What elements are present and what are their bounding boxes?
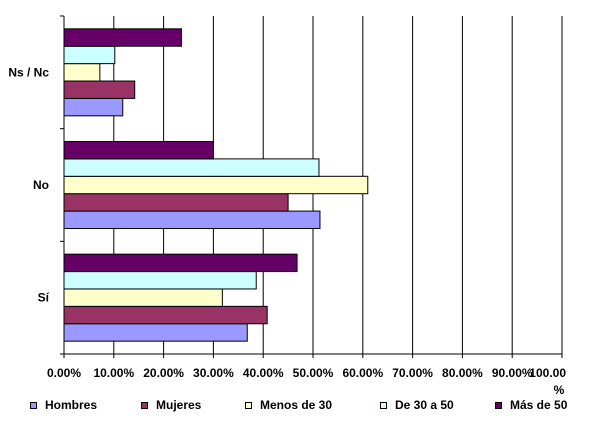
bar-menos-de-30-2 <box>63 63 101 82</box>
legend-label: Hombres <box>45 398 98 412</box>
legend-item: Mujeres <box>141 397 201 413</box>
legend-swatch <box>141 401 148 409</box>
axes <box>60 15 563 358</box>
bar-menos-de-30-1 <box>63 175 369 195</box>
category-label: No <box>33 178 49 192</box>
x-tick-label: 30.00% <box>193 366 234 380</box>
x-tick-label: 20.00% <box>143 366 184 380</box>
x-tick-label: 60.00% <box>342 366 383 380</box>
x-tick-label: 0.00% <box>47 366 81 380</box>
legend: Hombres Mujeres Menos de 30 De 30 a 50 Más d… <box>0 397 593 417</box>
bar-hombres-2 <box>63 97 124 117</box>
legend-item: Más de 50 <box>495 397 567 413</box>
bar-mujeres-2 <box>63 80 136 99</box>
legend-swatch <box>380 401 387 409</box>
x-axis-label: % <box>554 383 565 397</box>
x-tick-label: 40.00% <box>243 366 284 380</box>
category-label: Ns / Nc <box>8 65 49 79</box>
legend-item: Menos de 30 <box>245 397 332 413</box>
bar-hombres-0 <box>63 323 248 342</box>
bar-chart: 0.00% 10.00% 20.00% 30.00% 40.00% 50.00% 60.00… <box>8 15 566 397</box>
bar-m-s-de-50-1 <box>63 141 214 160</box>
x-tick-label: 70.00% <box>392 366 433 380</box>
legend-swatch <box>495 401 502 409</box>
bar-m-s-de-50-0 <box>63 253 298 273</box>
category-label: Sí <box>38 291 50 305</box>
x-tick-labels: 0.00% 10.00% 20.00% 30.00% 40.00% 50.00% 60.00… <box>47 366 566 380</box>
x-tick-label: 80.00% <box>442 366 483 380</box>
x-tick-label: 100.00 <box>529 366 566 380</box>
legend-swatch <box>245 401 252 409</box>
legend-label: Mujeres <box>156 398 202 412</box>
bar-mujeres-0 <box>63 305 268 325</box>
x-tick-label: 90.00% <box>492 366 533 380</box>
x-tick-label: 10.00% <box>93 366 134 380</box>
bar-m-s-de-50-2 <box>63 28 183 47</box>
bar-de-30-a-50-2 <box>63 45 116 65</box>
legend-label: Menos de 30 <box>260 398 333 412</box>
bar-menos-de-30-0 <box>63 288 223 307</box>
bar-de-30-a-50-0 <box>63 271 257 290</box>
category-labels: Sí No Ns / Nc <box>8 65 49 304</box>
bars <box>63 28 369 342</box>
legend-label: Más de 50 <box>510 398 568 412</box>
bar-hombres-1 <box>63 210 321 230</box>
bar-mujeres-1 <box>63 193 289 212</box>
legend-swatch <box>30 401 37 409</box>
legend-item: Hombres <box>30 397 97 413</box>
legend-item: De 30 a 50 <box>380 397 454 413</box>
x-tick-label: 50.00% <box>293 366 334 380</box>
bar-de-30-a-50-1 <box>63 158 320 177</box>
legend-label: De 30 a 50 <box>395 398 454 412</box>
